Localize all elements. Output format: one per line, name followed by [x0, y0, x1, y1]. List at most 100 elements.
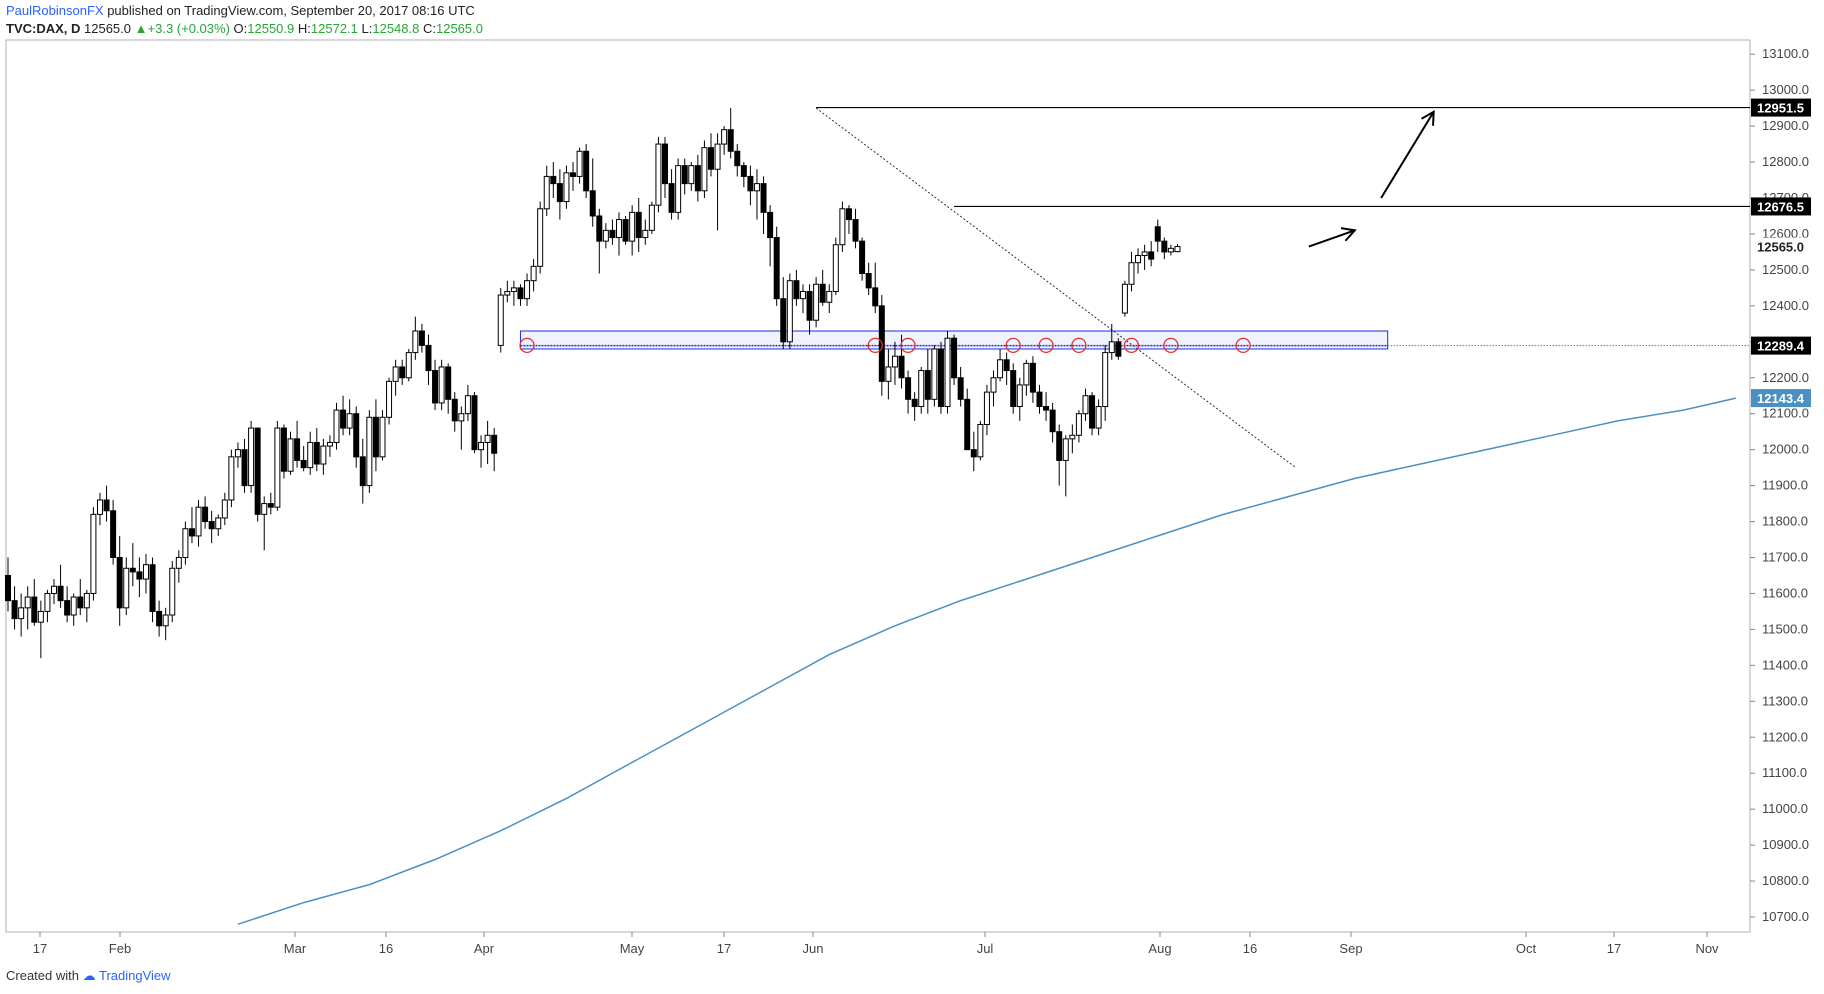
candle — [570, 162, 577, 191]
candle — [681, 158, 688, 195]
footer: Created with ☁ TradingView — [6, 968, 171, 984]
candle-body — [924, 370, 931, 400]
candle-body — [694, 165, 701, 192]
candle-body — [839, 208, 846, 246]
candle-body — [596, 215, 603, 242]
candle — [294, 420, 301, 468]
candle — [550, 162, 557, 198]
candle-body — [734, 150, 741, 167]
candle — [1161, 237, 1168, 260]
candle-body — [18, 607, 25, 620]
candle-body — [1128, 262, 1135, 285]
candle-body — [806, 290, 813, 321]
price-label-text: 12143.4 — [1757, 391, 1805, 406]
candle — [891, 341, 898, 385]
candle-body — [320, 445, 327, 465]
close-value: 12565.0 — [435, 21, 483, 36]
candle — [57, 564, 64, 608]
candle-body — [642, 229, 649, 239]
candle-body — [1069, 434, 1076, 440]
candle — [215, 514, 222, 536]
candle-body — [1036, 391, 1043, 408]
candle — [596, 208, 603, 274]
candle-body — [484, 434, 491, 443]
candle — [142, 553, 149, 594]
candle — [832, 237, 839, 296]
arrow-head — [1421, 109, 1435, 126]
price-tick-label: 12400.0 — [1762, 298, 1809, 313]
candle-body — [405, 352, 412, 379]
candle — [747, 165, 754, 206]
price-labels-layer: 12951.5 12676.5 12565.0 12289.4 12143.4 — [1751, 98, 1811, 408]
candle — [156, 600, 163, 637]
candle — [819, 269, 826, 306]
time-tick-label: 17 — [1607, 941, 1621, 956]
open-label: O: — [233, 21, 248, 36]
candle-body — [156, 610, 163, 627]
candle — [924, 348, 931, 414]
candle — [642, 219, 649, 245]
candle-body — [911, 398, 918, 408]
candle — [721, 126, 728, 155]
time-tick-label: Jun — [803, 941, 824, 956]
candle — [911, 392, 918, 421]
candle — [852, 208, 859, 249]
candle — [116, 535, 123, 626]
candle-body — [90, 513, 97, 594]
candle-body — [872, 287, 879, 307]
candle-body — [944, 337, 951, 408]
candle-body — [970, 449, 977, 458]
candle-body — [990, 377, 997, 393]
candle-body — [1154, 226, 1161, 242]
candle-body — [648, 204, 655, 231]
candle — [905, 370, 912, 414]
candle-body — [1135, 255, 1142, 264]
arrow-shaft — [1308, 229, 1356, 248]
price-label-resistance-high: 12951.5 — [1751, 98, 1811, 117]
candle — [937, 341, 944, 414]
candle — [162, 607, 169, 641]
candle-body — [497, 294, 504, 346]
candle-body — [707, 147, 714, 170]
candle — [1062, 435, 1069, 497]
price-tick-label: 12100.0 — [1762, 406, 1809, 421]
candle-body — [346, 413, 353, 429]
candle — [195, 499, 202, 547]
candle-body — [399, 366, 406, 379]
candle — [964, 388, 971, 451]
candle-body — [1029, 362, 1036, 393]
candle-body — [905, 377, 912, 400]
candle-body — [799, 290, 806, 300]
candle — [688, 162, 695, 191]
candle — [169, 561, 176, 623]
price-tick-label: 13100.0 — [1762, 46, 1809, 61]
candle-body — [530, 265, 537, 282]
candle — [997, 348, 1004, 382]
price-label-resistance-mid: 12676.5 — [1751, 197, 1811, 216]
price-tick-label: 11600.0 — [1762, 585, 1808, 600]
candle-body — [753, 183, 760, 192]
candle — [931, 345, 938, 407]
tradingview-brand-link[interactable]: TradingView — [99, 968, 171, 983]
candle-body — [951, 337, 958, 379]
price-axis-ticks: 10700.0 10800.0 10900.0 11000.0 11100.0 11200… — [1750, 46, 1809, 924]
touch-circle — [867, 337, 883, 354]
candle-body — [340, 409, 347, 429]
price-label-text: 12951.5 — [1757, 101, 1804, 116]
candle — [353, 406, 360, 468]
candles-layer — [5, 108, 1181, 659]
candle-body — [602, 229, 609, 242]
candle — [662, 136, 668, 198]
author-link[interactable]: PaulRobinsonFX — [6, 3, 104, 18]
candle — [18, 593, 25, 637]
candle — [50, 579, 57, 605]
candle-body — [826, 290, 833, 303]
price-tick-label: 11100.0 — [1762, 765, 1807, 780]
candle-body — [668, 183, 675, 213]
candle — [280, 424, 287, 479]
candle — [865, 262, 872, 296]
candle-body — [1075, 413, 1082, 436]
close-label: C: — [422, 21, 436, 36]
candle — [1043, 392, 1050, 421]
